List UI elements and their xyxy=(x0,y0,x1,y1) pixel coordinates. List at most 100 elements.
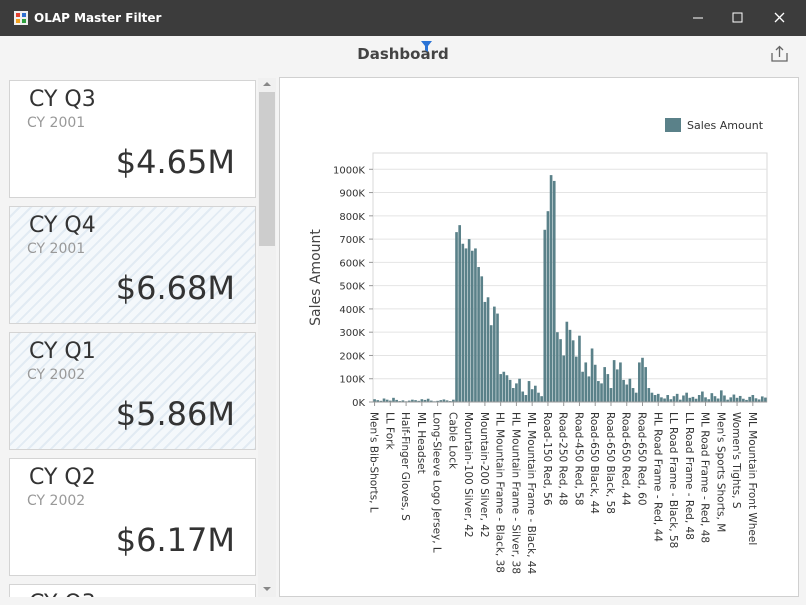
x-tick-label: Road-150 Red, 56 xyxy=(541,412,553,506)
bar xyxy=(392,397,395,402)
card-list: CY Q3 CY 2001 $4.65M CY Q4 CY 2001 $6.68M CY Q… xyxy=(0,78,258,597)
bar xyxy=(628,378,632,402)
bar xyxy=(600,383,603,402)
bar xyxy=(647,388,651,402)
bar xyxy=(729,397,733,402)
bar xyxy=(521,391,525,402)
card-value: $6.17M xyxy=(115,521,235,559)
x-tick-label: HL Mountain Frame - Silver, 38 xyxy=(509,412,521,574)
bar xyxy=(704,397,707,402)
y-tick-label: 800K xyxy=(339,212,365,223)
bar xyxy=(745,399,748,402)
bar xyxy=(395,399,398,402)
bar xyxy=(625,384,629,402)
bar xyxy=(385,399,389,402)
bar xyxy=(716,398,720,402)
x-tick-label: LL Road Frame - Black, 58 xyxy=(667,412,679,548)
window-title: OLAP Master Filter xyxy=(34,11,162,25)
bar xyxy=(373,399,376,402)
bar xyxy=(524,395,528,402)
bar xyxy=(634,392,638,402)
bar xyxy=(436,400,439,402)
card-subtitle: CY 2002 xyxy=(27,367,86,383)
x-tick-label: Women's Tights, S xyxy=(730,412,742,509)
card[interactable]: CY Q2 CY 2002 $6.17M xyxy=(9,458,256,576)
bar xyxy=(562,355,566,402)
card[interactable]: CY Q3 CY 2001 $4.65M xyxy=(9,80,256,198)
card[interactable]: CY Q4 CY 2001 $6.68M xyxy=(9,206,256,324)
bar xyxy=(656,393,660,402)
bar xyxy=(508,379,512,402)
x-tick-label: LL Road Frame - Red, 48 xyxy=(683,412,695,540)
card[interactable]: CY Q1 CY 2002 $5.86M xyxy=(9,332,256,450)
bar xyxy=(738,395,742,402)
bar xyxy=(764,397,767,402)
window-controls[interactable] xyxy=(680,0,806,36)
y-tick-label: 1000K xyxy=(333,165,365,176)
card-value: $5.86M xyxy=(115,395,235,433)
bar xyxy=(631,388,635,402)
bar xyxy=(530,389,534,402)
bar xyxy=(467,239,471,402)
export-icon[interactable] xyxy=(771,45,789,63)
bar xyxy=(672,396,676,402)
card-subtitle: CY 2002 xyxy=(27,493,86,509)
bar xyxy=(606,374,610,402)
x-tick-label: Road-650 Red, 44 xyxy=(620,412,632,506)
bar xyxy=(442,399,446,402)
bar xyxy=(760,396,764,402)
bar xyxy=(452,399,455,402)
app-icon xyxy=(14,11,28,25)
bar xyxy=(537,392,540,402)
bar xyxy=(701,391,704,402)
bar xyxy=(543,229,547,402)
x-tick-label: Mountain-100 Silver, 42 xyxy=(462,412,474,538)
bar xyxy=(511,388,515,402)
bar xyxy=(439,400,443,402)
bar xyxy=(757,399,761,402)
bar xyxy=(622,379,625,402)
x-tick-label: Half-Finger Gloves, S xyxy=(399,412,411,521)
bar xyxy=(445,400,449,402)
bar xyxy=(597,381,600,402)
card-title: CY Q1 xyxy=(29,339,96,364)
bar xyxy=(748,396,751,402)
card-title: CY Q4 xyxy=(29,213,96,238)
legend-swatch xyxy=(665,118,681,132)
bar xyxy=(619,362,622,402)
bar xyxy=(518,378,521,402)
title-bar: OLAP Master Filter xyxy=(0,0,806,36)
bar xyxy=(549,175,553,402)
bar xyxy=(417,400,421,402)
chart-panel: 0K 100K 200K 300K 400K 500K 600K 700K 800K 900K 10… xyxy=(279,77,799,597)
bar xyxy=(480,276,484,402)
x-tick-label: Road-650 Red, 60 xyxy=(635,412,647,506)
bar xyxy=(726,399,729,402)
y-tick-label: 600K xyxy=(339,258,365,269)
bar xyxy=(502,371,506,402)
bar xyxy=(751,395,755,402)
bar xyxy=(723,395,726,402)
x-tick-label: Road-450 Red, 58 xyxy=(572,412,584,506)
bar xyxy=(461,243,465,402)
card-title: CY Q3 xyxy=(29,87,96,112)
bar xyxy=(382,398,386,402)
bar xyxy=(732,394,736,402)
bar xyxy=(735,397,739,402)
bar xyxy=(556,332,559,402)
bar xyxy=(379,400,383,402)
bar xyxy=(552,180,556,402)
bar xyxy=(423,399,427,402)
x-tick-label: LL Fork xyxy=(383,412,395,450)
bar xyxy=(505,375,509,402)
bar xyxy=(426,398,430,402)
bar xyxy=(685,392,688,402)
bar xyxy=(578,335,581,402)
bar xyxy=(641,357,644,402)
filter-icon[interactable] xyxy=(421,41,433,53)
card[interactable]: CY Q3 xyxy=(9,584,256,597)
x-tick-label: ML Headset xyxy=(415,412,427,474)
card-subtitle: CY 2001 xyxy=(27,115,86,131)
scrollbar[interactable] xyxy=(258,78,276,597)
bar xyxy=(493,306,496,402)
